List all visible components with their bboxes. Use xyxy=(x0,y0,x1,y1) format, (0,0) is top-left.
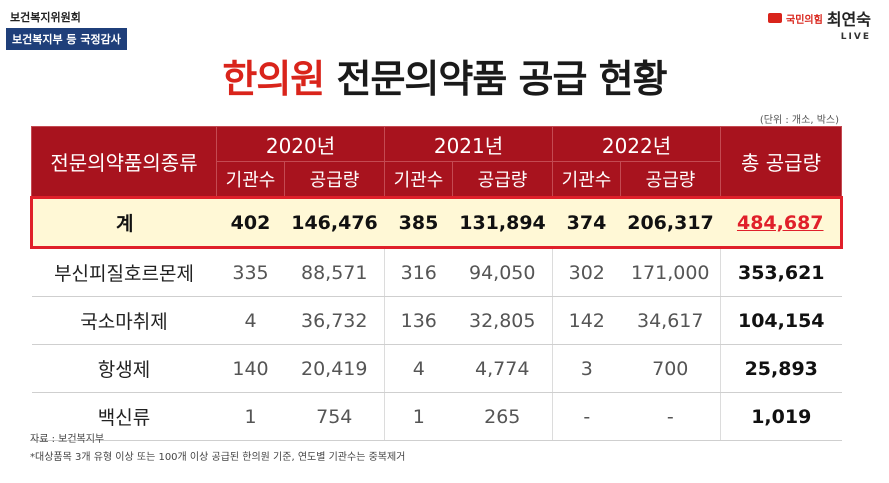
speaker-name: 최연숙 xyxy=(826,10,871,29)
row-total: 104,154 xyxy=(720,296,842,345)
source-note: 자료 : 보건복지부 xyxy=(30,434,105,445)
table-cell: 171,000 xyxy=(620,247,721,297)
table-cell: 1 xyxy=(384,392,453,441)
table-cell: - xyxy=(620,392,721,441)
table-cell: 36,732 xyxy=(284,296,385,345)
table-cell: 4,774 xyxy=(452,344,553,393)
broadcast-tag: 보건복지위원회 보건복지부 등 국정감사 xyxy=(6,6,127,50)
table-cell: - xyxy=(552,392,621,441)
speaker-badge: 국민의힘 최연숙 LIVE xyxy=(768,6,871,42)
table-cell: 4 xyxy=(384,344,453,393)
table-cell: 206,317 xyxy=(620,196,721,249)
table-cell: 142 xyxy=(552,296,621,345)
subheader-institutions: 기관수 xyxy=(216,161,285,198)
table-cell: 140 xyxy=(216,344,285,393)
table-cell: 94,050 xyxy=(452,247,553,297)
channel-label: 보건복지위원회 xyxy=(6,8,85,26)
table-cell: 146,476 xyxy=(284,196,385,249)
table-cell: 20,419 xyxy=(284,344,385,393)
year-header-2021: 2021년 xyxy=(384,126,553,162)
table-row: 항생제 140 20,419 4 4,774 3 700 25,893 xyxy=(31,344,842,393)
table-cell: 4 xyxy=(216,296,285,345)
total-header: 총 공급량 xyxy=(720,126,842,198)
row-category: 계 xyxy=(30,196,217,249)
unit-note: (단위 : 개소, 박스) xyxy=(759,115,839,126)
table-cell: 335 xyxy=(216,247,285,297)
party-logo-icon xyxy=(768,13,783,23)
title-highlight: 한의원 xyxy=(222,57,325,101)
table-cell: 385 xyxy=(384,196,453,249)
grand-total: 484,687 xyxy=(720,196,843,249)
row-category: 부신피질호르몬제 xyxy=(31,247,217,297)
table-cell: 1 xyxy=(216,392,285,441)
row-category: 항생제 xyxy=(31,344,217,393)
party-name: 국민의힘 xyxy=(786,14,823,26)
row-category: 국소마취제 xyxy=(31,296,217,345)
subheader-supply: 공급량 xyxy=(620,161,721,198)
year-header-2022: 2022년 xyxy=(552,126,721,162)
table-cell: 136 xyxy=(384,296,453,345)
subheader-institutions: 기관수 xyxy=(552,161,621,198)
year-header-2020: 2020년 xyxy=(216,126,385,162)
table-row: 부신피질호르몬제 335 88,571 316 94,050 302 171,0… xyxy=(31,247,842,297)
table-cell: 700 xyxy=(620,344,721,393)
live-indicator: LIVE xyxy=(840,32,871,42)
title-rest: 전문의약품 공급 현황 xyxy=(324,57,667,101)
subheader-institutions: 기관수 xyxy=(384,161,453,198)
table-row: 국소마취제 4 36,732 136 32,805 142 34,617 104… xyxy=(31,296,842,345)
row-total: 1,019 xyxy=(720,392,842,441)
table-cell: 3 xyxy=(552,344,621,393)
criteria-note: *대상품목 3개 유형 이상 또는 100개 이상 공급된 한의원 기준, 연도… xyxy=(30,452,406,463)
table-row: 백신류 1 754 1 265 - - 1,019 xyxy=(31,392,842,441)
row-total: 353,621 xyxy=(720,247,842,297)
table-cell: 316 xyxy=(384,247,453,297)
table-cell: 402 xyxy=(216,196,285,249)
row-category: 백신류 xyxy=(31,392,217,441)
supply-table: 전문의약품의종류 2020년 2021년 2022년 총 공급량 기관수 공급량… xyxy=(30,126,843,441)
session-label: 보건복지부 등 국정감사 xyxy=(6,28,127,50)
subheader-supply: 공급량 xyxy=(284,161,385,198)
table-cell: 88,571 xyxy=(284,247,385,297)
category-header: 전문의약품의종류 xyxy=(31,126,217,198)
row-total: 25,893 xyxy=(720,344,842,393)
page-title: 한의원 전문의약품 공급 현황 xyxy=(0,48,889,103)
table-cell: 754 xyxy=(284,392,385,441)
subheader-supply: 공급량 xyxy=(452,161,553,198)
table-cell: 374 xyxy=(552,196,621,249)
table-cell: 34,617 xyxy=(620,296,721,345)
table-cell: 302 xyxy=(552,247,621,297)
table-cell: 265 xyxy=(452,392,553,441)
table-cell: 32,805 xyxy=(452,296,553,345)
table-cell: 131,894 xyxy=(452,196,553,249)
table-row-sum: 계 402 146,476 385 131,894 374 206,317 48… xyxy=(30,196,843,249)
